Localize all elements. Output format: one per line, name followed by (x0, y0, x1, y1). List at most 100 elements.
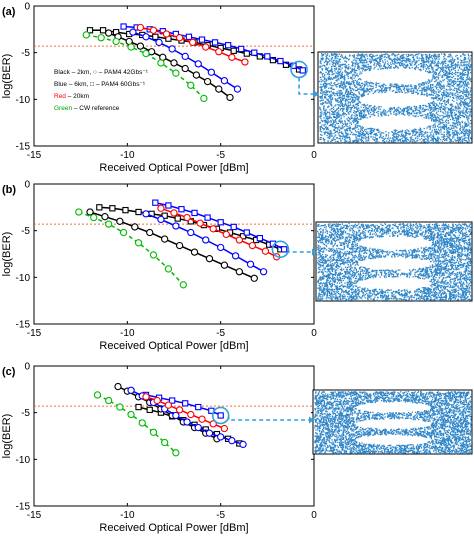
x-tick-label: 0 (311, 510, 317, 521)
eye-diagram-arrow-head (309, 416, 314, 424)
series-point-circle (205, 255, 214, 263)
x-tick-label: -5 (216, 328, 225, 339)
series-point-square (86, 27, 94, 34)
series-point-circle (228, 437, 236, 445)
series-point-circle (75, 208, 83, 216)
series-point-square (195, 403, 202, 411)
series-point-circle (187, 410, 195, 419)
series-point-circle (114, 382, 122, 391)
y-tick-label: 0 (24, 362, 30, 373)
x-tick-label: -15 (27, 150, 42, 161)
data-series (105, 29, 234, 102)
series-point-circle (136, 42, 145, 50)
series-line (160, 207, 278, 258)
series-point-square (152, 199, 159, 206)
eye-diagram-noise (317, 223, 473, 302)
series-point-circle (116, 403, 124, 411)
series-point-circle (194, 60, 202, 68)
data-series (129, 28, 242, 93)
series-point-circle (231, 252, 240, 260)
series-point-circle (259, 268, 268, 276)
series-point-circle (172, 411, 180, 420)
series-point-circle (136, 23, 145, 32)
series-point-circle (222, 230, 230, 239)
series-point-circle (119, 228, 128, 237)
series-point-square (211, 39, 219, 46)
series-point-square (161, 212, 168, 219)
series-point-square (277, 57, 284, 65)
series-point-circle (261, 247, 270, 255)
series-point-circle (172, 449, 180, 457)
y-tick-label: -5 (21, 48, 30, 59)
series-point-circle (209, 225, 217, 233)
series-point-circle (241, 58, 249, 66)
x-tick-label: 0 (311, 328, 317, 339)
y-tick-label: -10 (16, 273, 31, 284)
series-point-square (204, 214, 211, 221)
series-point-square (230, 47, 237, 54)
legend-entry: Green – CW reference (54, 105, 120, 112)
series-point-square (135, 208, 142, 216)
series-point-circle (172, 222, 180, 230)
eye-diagram-arrow-head (312, 248, 317, 256)
series-point-circle (228, 53, 236, 61)
series-point-circle (153, 396, 161, 405)
x-tick-label: -10 (120, 510, 135, 521)
series-point-circle (162, 30, 171, 38)
data-series (152, 199, 288, 253)
series-point-circle (172, 69, 180, 77)
data-series (75, 208, 187, 289)
legend-color-word: Blue (54, 81, 69, 88)
x-tick-label: -15 (27, 510, 42, 521)
series-point-circle (175, 34, 184, 42)
y-tick-label: 0 (24, 2, 30, 13)
series-point-circle (189, 38, 197, 47)
series-point-circle (220, 261, 229, 269)
series-point-square (174, 215, 181, 222)
series-point-square (217, 219, 224, 226)
series-point-circle (161, 438, 169, 447)
series-point-circle (157, 204, 165, 212)
series-point-circle (192, 71, 201, 79)
y-axis-label: log(BER) (1, 54, 13, 99)
series-point-circle (149, 428, 158, 436)
series-point-square (243, 229, 250, 236)
series-point-square (264, 53, 271, 60)
series-point-square (299, 67, 306, 74)
x-axis-label: Received Optical Power [dBm] (99, 522, 248, 534)
series-point-square (109, 205, 116, 212)
series-point-circle (105, 396, 113, 405)
series-point-square (217, 412, 224, 419)
series-point-square (239, 233, 247, 240)
series-point-square (280, 246, 288, 253)
series-point-square (185, 33, 193, 40)
series-point-circle (235, 236, 243, 244)
series-point-square (120, 23, 127, 30)
x-tick-label: -10 (120, 328, 135, 339)
series-point-circle (82, 31, 90, 39)
series-point-circle (194, 423, 202, 432)
plot-area (33, 365, 315, 507)
series-point-circle (134, 239, 143, 247)
legend-color-word: Red (54, 93, 68, 100)
panel-label: (a) (2, 6, 16, 18)
legend-color-word: Green (54, 105, 74, 112)
x-axis-label: Received Optical Power [dBm] (99, 162, 248, 174)
series-point-circle (161, 235, 169, 243)
series-point-circle (181, 52, 189, 61)
series-point-square (230, 223, 237, 231)
series-point-circle (157, 215, 165, 224)
series-point-circle (127, 43, 135, 51)
chart-panel: (c) -15 -10 -5 0 0 -5 -10 -15 Received Optical Po… (1, 362, 473, 534)
series-point-square (224, 42, 232, 49)
series-point-circle (175, 241, 184, 250)
y-axis-label: log(BER) (1, 232, 13, 277)
series-point-circle (187, 81, 195, 89)
series-point-circle (183, 213, 191, 222)
series-point-circle (220, 424, 229, 433)
series-point-circle (142, 49, 150, 58)
eye-diagram-arrow-line (227, 415, 309, 421)
series-point-circle (157, 59, 165, 67)
series-point-circle (164, 265, 173, 273)
